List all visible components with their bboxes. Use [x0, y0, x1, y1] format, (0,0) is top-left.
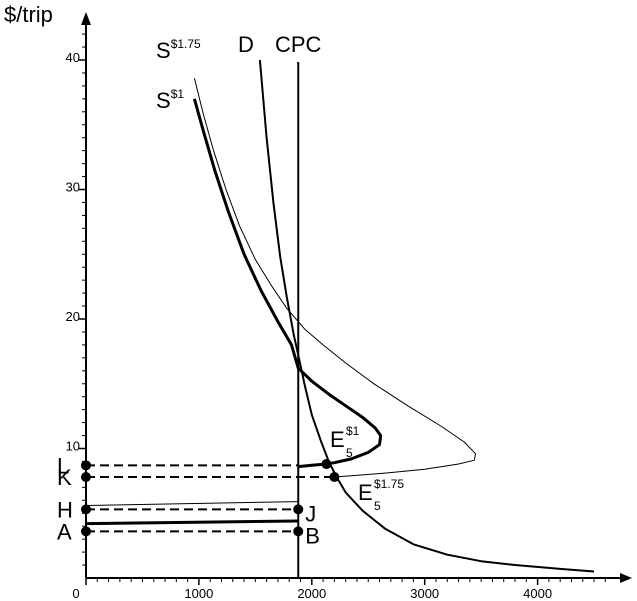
point-label-k: K [57, 465, 72, 490]
series-label-1: S$1 [156, 87, 184, 113]
x-tick-label: 1000 [184, 586, 213, 601]
point-h [81, 504, 91, 515]
series-curve-2 [258, 59, 595, 573]
point-k [81, 471, 91, 482]
point-label-h: H [57, 497, 73, 522]
points [81, 459, 340, 537]
x-axis-arrow-icon [620, 573, 632, 583]
point-a [81, 526, 91, 537]
cpc-label: CPC [275, 32, 322, 57]
series-curve-0 [193, 77, 476, 478]
curves [192, 59, 595, 578]
series-curve-1 [192, 98, 383, 469]
y-tick-label: 30 [66, 180, 80, 195]
point-label-b: B [305, 523, 320, 548]
x-tick-label: 0 [72, 586, 79, 601]
equilibrium-point-1 [329, 471, 340, 482]
y-tick-label: 20 [66, 309, 80, 324]
segment-line-0 [85, 501, 299, 506]
y-tick-label: 10 [66, 439, 80, 454]
equilibrium-sub-1: 5 [374, 499, 381, 513]
x-tick-label: 4000 [523, 586, 552, 601]
x-tick-label: 3000 [410, 586, 439, 601]
point-b [293, 526, 304, 537]
y-tick-label: 40 [66, 50, 80, 65]
equilibrium-sup-0: $1 [346, 424, 360, 438]
point-label-a: A [57, 519, 72, 544]
x-tick-label: 2000 [297, 586, 326, 601]
equilibrium-point-0 [321, 459, 332, 470]
equilibrium-label-0: E [330, 427, 345, 452]
y-axis-arrow-icon [81, 12, 91, 25]
major-ticks: 0 1000 2000 3000 4000 10 20 30 40 [66, 50, 553, 601]
series-label-2: D [238, 32, 254, 57]
equilibrium-sup-1: $1.75 [374, 477, 404, 491]
series-label-0: S$1.75 [156, 37, 201, 63]
minor-ticks [82, 33, 606, 582]
guide-lines [85, 464, 335, 533]
point-label-j: J [305, 501, 316, 526]
point-label-l: L [57, 453, 69, 478]
segment-line-1 [85, 519, 299, 526]
axes [81, 12, 632, 583]
point-j [293, 504, 304, 515]
point-l [81, 460, 91, 471]
equilibrium-label-1: E [358, 480, 373, 505]
equilibrium-sub-0: 5 [346, 446, 353, 460]
y-axis-label: $/trip [4, 2, 53, 27]
